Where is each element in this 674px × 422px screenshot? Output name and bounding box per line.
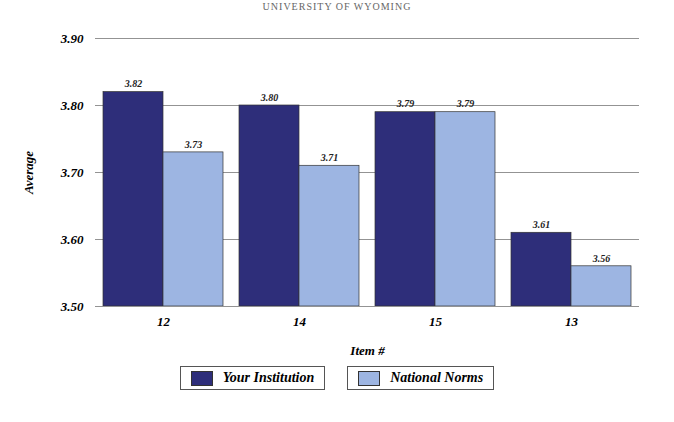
svg-text:3.73: 3.73 <box>184 139 203 150</box>
svg-text:14: 14 <box>293 314 307 329</box>
svg-text:3.71: 3.71 <box>320 152 339 163</box>
svg-text:Average: Average <box>21 151 36 195</box>
svg-text:3.50: 3.50 <box>60 299 84 314</box>
svg-text:Item #: Item # <box>349 343 385 358</box>
svg-text:3.80: 3.80 <box>60 98 84 113</box>
svg-text:3.56: 3.56 <box>592 253 611 264</box>
svg-text:3.79: 3.79 <box>396 98 415 109</box>
svg-text:3.90: 3.90 <box>60 31 84 46</box>
svg-text:3.60: 3.60 <box>60 232 84 247</box>
svg-text:13: 13 <box>565 314 579 329</box>
svg-text:3.61: 3.61 <box>532 219 551 230</box>
svg-text:3.79: 3.79 <box>456 98 475 109</box>
svg-text:3.80: 3.80 <box>260 92 279 103</box>
svg-text:3.70: 3.70 <box>60 165 84 180</box>
svg-text:3.82: 3.82 <box>124 78 143 89</box>
svg-text:15: 15 <box>429 314 443 329</box>
svg-text:12: 12 <box>157 314 171 329</box>
html-text:Your Institution: Your Institution <box>222 370 315 385</box>
html-text:National Norms: National Norms <box>390 370 484 385</box>
html-text:UNIVERSITY OF WYOMING: UNIVERSITY OF WYOMING <box>262 1 412 12</box>
